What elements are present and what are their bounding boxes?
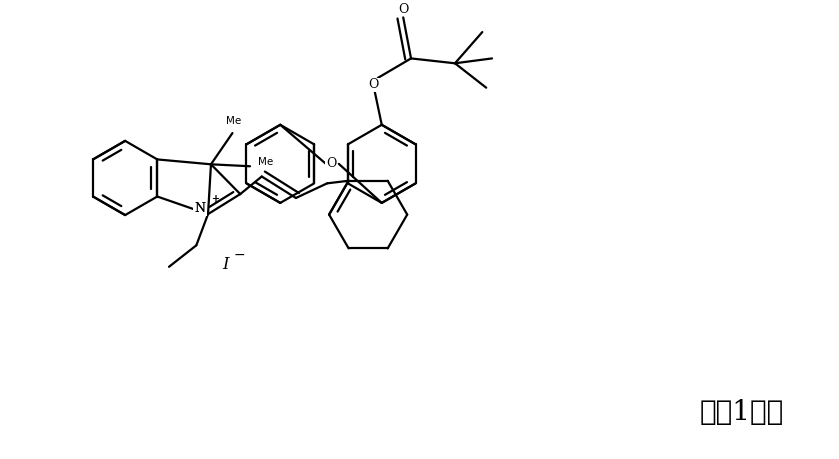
Text: O: O bbox=[369, 78, 379, 91]
Text: N: N bbox=[195, 202, 206, 215]
Text: N: N bbox=[195, 202, 206, 215]
Text: +: + bbox=[211, 195, 219, 204]
Text: O: O bbox=[398, 3, 409, 16]
Text: +: + bbox=[211, 195, 219, 204]
Text: I: I bbox=[222, 257, 229, 274]
Text: −: − bbox=[233, 248, 245, 262]
Text: Me: Me bbox=[258, 157, 273, 168]
Text: Me: Me bbox=[226, 116, 241, 126]
Text: O: O bbox=[326, 157, 336, 170]
Text: N: N bbox=[195, 202, 206, 215]
Text: 式（1）。: 式（1）。 bbox=[700, 399, 784, 426]
